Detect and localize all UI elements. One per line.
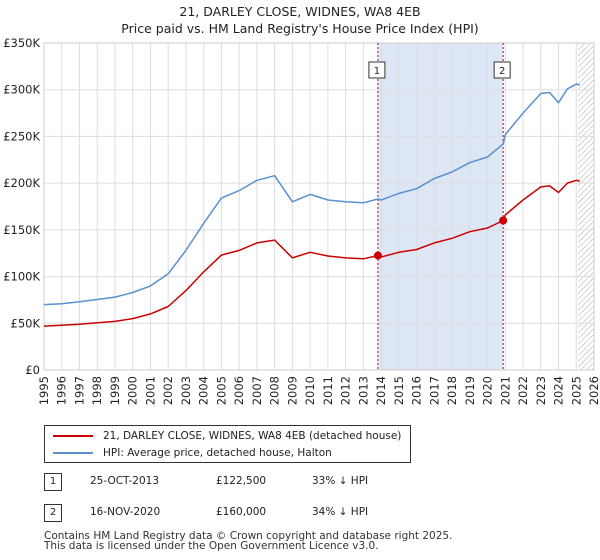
x-tick-label: 2015 bbox=[392, 376, 406, 405]
footer-line-1: Contains HM Land Registry data © Crown c… bbox=[44, 530, 453, 542]
y-tick-label: £150K bbox=[3, 223, 40, 237]
hpi-line bbox=[43, 83, 580, 306]
y-tick-label: £250K bbox=[3, 129, 40, 143]
chart-subtitle: Price paid vs. HM Land Registry's House … bbox=[121, 21, 479, 36]
x-tick-label: 2020 bbox=[481, 376, 495, 405]
x-tick-label: 2023 bbox=[534, 376, 548, 405]
x-tick-label: 1998 bbox=[90, 376, 104, 405]
x-tick-label: 2017 bbox=[427, 376, 441, 405]
x-tick-label: 2009 bbox=[285, 376, 299, 405]
price-chart: £0 £50K £100K £150K £200K £250K £300K £350K 1995… bbox=[3, 36, 600, 405]
y-tick-label: £350K bbox=[3, 36, 40, 50]
legend-property-line bbox=[53, 435, 93, 437]
legend-property-label: 21, DARLEY CLOSE, WIDNES, WA8 4EB (detac… bbox=[103, 430, 402, 442]
sale-number-label: 2 bbox=[499, 66, 505, 77]
x-tick-label: 2012 bbox=[339, 376, 353, 405]
sale-number-box bbox=[368, 61, 386, 79]
forecast-hatch bbox=[578, 43, 594, 370]
sale-number-box bbox=[493, 61, 511, 79]
plot-frame bbox=[43, 42, 595, 371]
x-tick-label: 2018 bbox=[445, 376, 459, 405]
x-tick-label: 1999 bbox=[108, 376, 122, 405]
transaction-date: 25-OCT-2013 bbox=[90, 475, 159, 487]
legend-hpi-label: HPI: Average price, detached house, Halt… bbox=[103, 447, 332, 459]
transaction-number-badge: 1 bbox=[44, 473, 62, 491]
x-tick-label: 2007 bbox=[250, 376, 264, 405]
legend: 21, DARLEY CLOSE, WIDNES, WA8 4EB (detac… bbox=[44, 425, 411, 463]
legend-item-hpi: HPI: Average price, detached house, Halt… bbox=[53, 446, 332, 460]
x-tick-label: 2022 bbox=[516, 376, 530, 405]
y-tick-label: £100K bbox=[3, 270, 40, 284]
transaction-hpi-diff: 33% ↓ HPI bbox=[312, 475, 369, 487]
x-tick-label: 2003 bbox=[179, 376, 193, 405]
x-tick-label: 1997 bbox=[72, 376, 86, 405]
chart-title: 21, DARLEY CLOSE, WIDNES, WA8 4EB bbox=[179, 4, 421, 19]
property-price-line bbox=[43, 179, 581, 327]
transaction-number-badge: 2 bbox=[44, 504, 62, 522]
legend-hpi-line bbox=[53, 452, 93, 454]
x-tick-label: 1996 bbox=[55, 376, 69, 405]
x-tick-label: 2001 bbox=[143, 376, 157, 405]
x-tick-label: 2025 bbox=[569, 376, 583, 405]
transaction-price: £122,500 bbox=[216, 475, 267, 487]
y-tick-label: £200K bbox=[3, 176, 40, 190]
x-tick-label: 2024 bbox=[552, 376, 566, 405]
transaction-hpi-diff: 34% ↓ HPI bbox=[312, 506, 369, 518]
footer-attribution: Contains HM Land Registry data © Crown c… bbox=[44, 530, 453, 552]
x-tick-label: 2013 bbox=[356, 376, 370, 405]
x-tick-label: 2005 bbox=[214, 376, 228, 405]
x-tick-label: 2002 bbox=[161, 376, 175, 405]
transaction-price: £160,000 bbox=[216, 506, 267, 518]
x-tick-label: 1995 bbox=[37, 376, 51, 405]
sale-point bbox=[499, 216, 508, 225]
x-tick-label: 2026 bbox=[587, 376, 600, 405]
x-tick-label: 2019 bbox=[463, 376, 477, 405]
x-tick-label: 2021 bbox=[498, 376, 512, 405]
x-tick-label: 2008 bbox=[268, 376, 282, 405]
x-tick-label: 2014 bbox=[374, 376, 388, 405]
x-tick-label: 2011 bbox=[321, 376, 335, 405]
sale-point bbox=[373, 251, 382, 260]
x-tick-label: 2010 bbox=[303, 376, 317, 405]
y-tick-label: £50K bbox=[11, 316, 41, 330]
y-tick-label: £300K bbox=[3, 83, 40, 97]
x-tick-label: 2006 bbox=[232, 376, 246, 405]
transaction-date: 16-NOV-2020 bbox=[90, 506, 161, 518]
footer-line-2: This data is licensed under the Open Gov… bbox=[44, 540, 379, 552]
x-tick-label: 2004 bbox=[197, 376, 211, 405]
x-tick-label: 2016 bbox=[410, 376, 424, 405]
y-tick-label: £0 bbox=[25, 363, 40, 377]
sale-period-shading bbox=[377, 43, 504, 370]
x-tick-label: 2000 bbox=[126, 376, 140, 405]
legend-item-property: 21, DARLEY CLOSE, WIDNES, WA8 4EB (detac… bbox=[53, 429, 401, 443]
sale-number-label: 1 bbox=[374, 66, 380, 77]
